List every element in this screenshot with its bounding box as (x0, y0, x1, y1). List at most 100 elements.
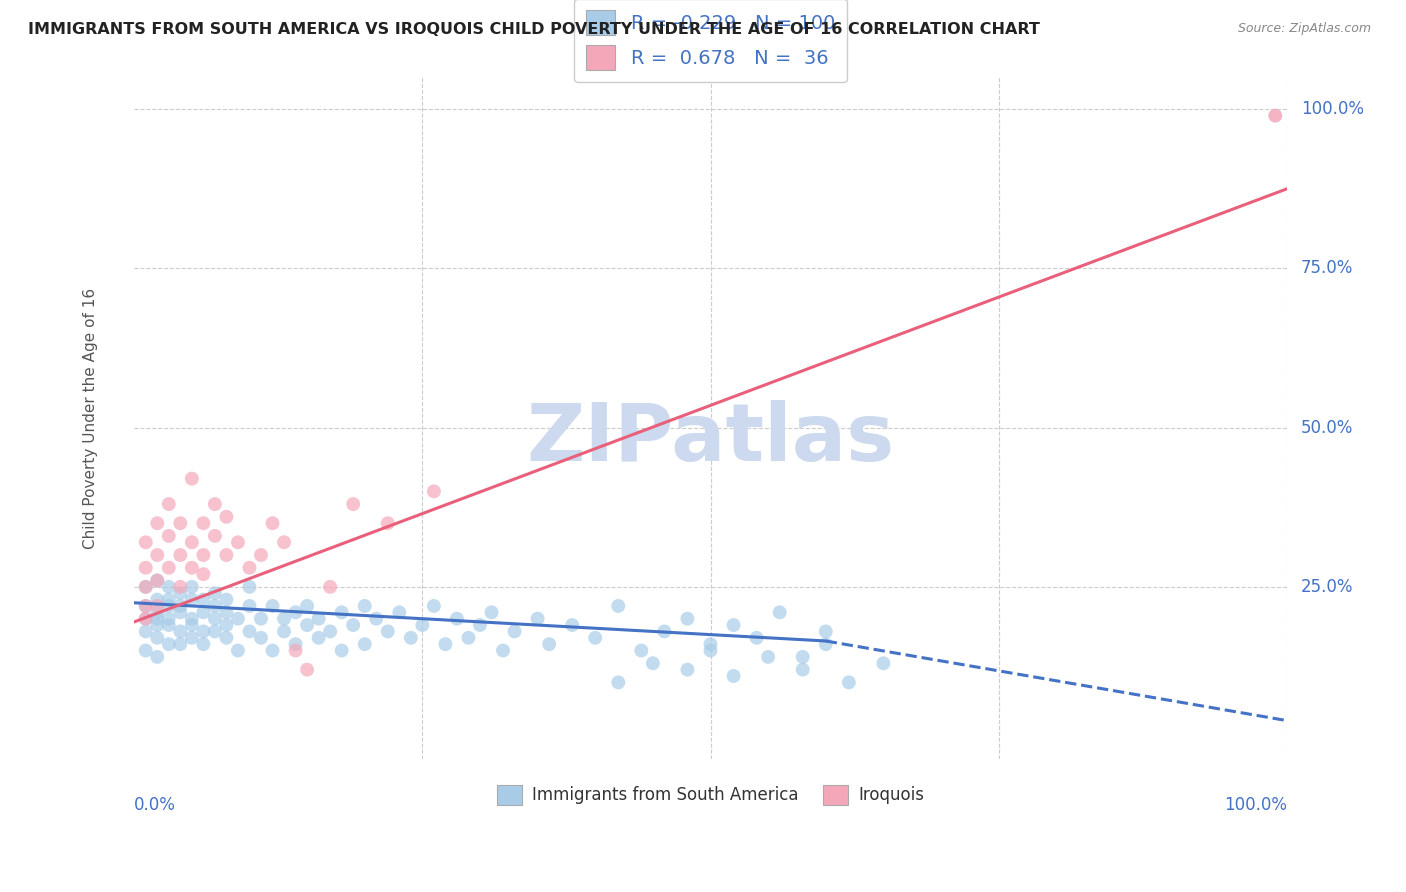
Point (468, 618, 491, 632)
Point (814, 637, 837, 651)
Point (215, 509, 238, 524)
Point (215, 618, 238, 632)
Point (135, 560, 157, 574)
Point (204, 529, 226, 543)
Point (481, 605, 503, 619)
Point (366, 612, 388, 626)
Point (146, 574, 169, 588)
Point (457, 631, 479, 645)
Text: 75.0%: 75.0% (1301, 260, 1353, 277)
Point (215, 592, 238, 607)
Point (388, 605, 411, 619)
Point (446, 612, 468, 626)
Point (146, 574, 169, 588)
Point (204, 612, 226, 626)
Point (641, 657, 664, 671)
Text: ZIPatlas: ZIPatlas (526, 400, 894, 477)
Point (308, 612, 330, 626)
Point (193, 516, 215, 531)
Text: 100.0%: 100.0% (1223, 797, 1286, 814)
Point (215, 605, 238, 619)
Point (135, 612, 157, 626)
Point (146, 592, 169, 607)
Point (273, 624, 295, 639)
Point (215, 548, 238, 562)
Text: 0.0%: 0.0% (134, 797, 176, 814)
Point (492, 643, 515, 657)
Point (284, 605, 307, 619)
Point (792, 663, 814, 677)
Point (295, 599, 318, 613)
Point (342, 618, 364, 632)
Point (146, 612, 169, 626)
Point (377, 516, 399, 531)
Point (308, 631, 330, 645)
Point (838, 675, 860, 690)
Point (284, 637, 307, 651)
Text: 100.0%: 100.0% (1301, 100, 1364, 119)
Point (193, 605, 215, 619)
Point (180, 472, 202, 486)
Point (193, 548, 215, 562)
Point (319, 580, 342, 594)
Point (193, 567, 215, 582)
Point (169, 624, 191, 639)
Point (146, 548, 169, 562)
Point (262, 516, 284, 531)
Point (423, 484, 446, 499)
Point (204, 586, 226, 600)
Point (169, 605, 191, 619)
Point (250, 612, 273, 626)
Text: 50.0%: 50.0% (1301, 418, 1353, 437)
Point (135, 580, 157, 594)
Point (526, 612, 548, 626)
Point (273, 535, 295, 549)
Point (226, 643, 249, 657)
Text: Source: ZipAtlas.com: Source: ZipAtlas.com (1237, 22, 1371, 36)
Point (1264, 109, 1286, 123)
Point (676, 612, 699, 626)
Point (330, 605, 353, 619)
Point (723, 669, 745, 683)
Point (146, 605, 169, 619)
Point (238, 580, 260, 594)
Point (157, 612, 180, 626)
Point (180, 592, 202, 607)
Point (169, 516, 191, 531)
Point (284, 643, 307, 657)
Point (169, 637, 191, 651)
Point (157, 560, 180, 574)
Point (423, 599, 446, 613)
Point (157, 637, 180, 651)
Legend: Immigrants from South America, Iroquois: Immigrants from South America, Iroquois (491, 778, 931, 812)
Point (204, 599, 226, 613)
Point (180, 560, 202, 574)
Point (157, 497, 180, 511)
Point (238, 599, 260, 613)
Point (226, 535, 249, 549)
Point (157, 529, 180, 543)
Point (756, 649, 779, 664)
Point (654, 624, 676, 639)
Point (411, 618, 433, 632)
Point (353, 637, 375, 651)
Point (146, 649, 169, 664)
Point (607, 599, 630, 613)
Point (169, 548, 191, 562)
Point (146, 618, 169, 632)
Point (180, 535, 202, 549)
Point (215, 631, 238, 645)
Point (146, 631, 169, 645)
Point (135, 580, 157, 594)
Point (538, 637, 561, 651)
Point (169, 599, 191, 613)
Point (503, 624, 526, 639)
Point (769, 605, 792, 619)
Point (193, 624, 215, 639)
Point (146, 516, 169, 531)
Point (399, 631, 422, 645)
Point (180, 612, 202, 626)
Point (792, 649, 814, 664)
Point (814, 624, 837, 639)
Point (250, 548, 273, 562)
